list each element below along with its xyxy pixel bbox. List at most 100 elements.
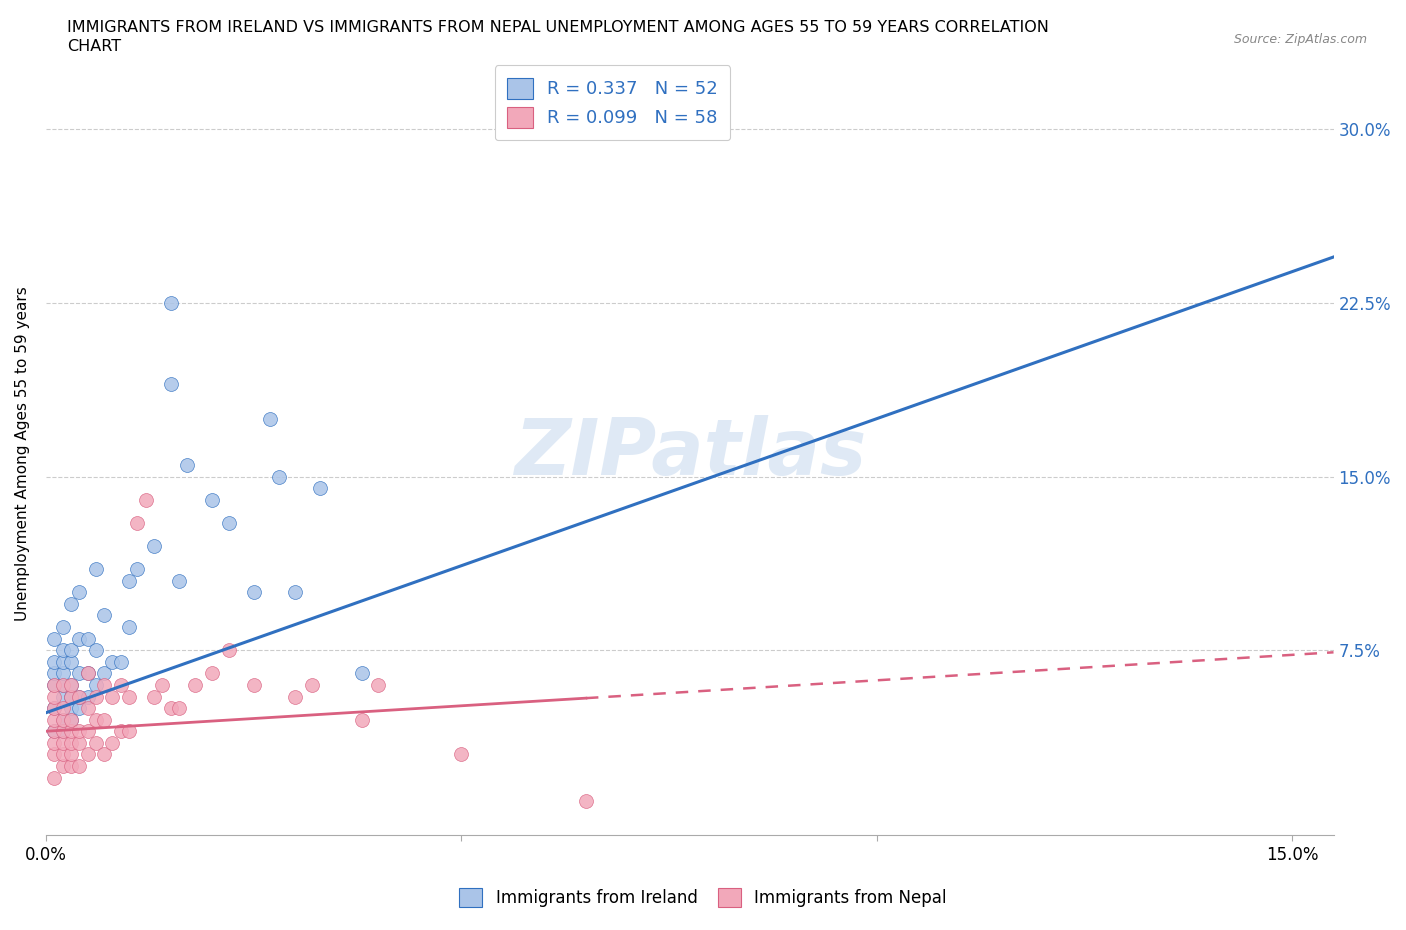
Point: [367, 678, 389, 693]
Point: [59, 747, 82, 762]
Point: [184, 678, 207, 693]
Point: [159, 296, 181, 311]
Point: [44, 724, 66, 738]
Point: [93, 608, 115, 623]
Point: [143, 689, 166, 704]
Point: [150, 678, 173, 693]
Point: [84, 562, 107, 577]
Point: [135, 492, 157, 507]
Point: [59, 655, 82, 670]
Point: [67, 736, 90, 751]
Point: [59, 643, 82, 658]
Point: [201, 666, 224, 681]
Point: [59, 712, 82, 727]
Point: [76, 747, 98, 762]
Point: [44, 655, 66, 670]
Point: [59, 689, 82, 704]
Point: [301, 678, 323, 693]
Point: [159, 700, 181, 715]
Point: [44, 700, 66, 715]
Legend: R = 0.337   N = 52, R = 0.099   N = 58: R = 0.337 N = 52, R = 0.099 N = 58: [495, 65, 730, 140]
Point: [118, 573, 141, 588]
Point: [167, 573, 190, 588]
Point: [167, 700, 190, 715]
Point: [44, 747, 66, 762]
Point: [127, 515, 149, 530]
Point: [76, 631, 98, 646]
Point: [44, 712, 66, 727]
Point: [52, 712, 75, 727]
Point: [575, 793, 598, 808]
Point: [93, 678, 115, 693]
Point: [52, 666, 75, 681]
Point: [59, 700, 82, 715]
Point: [159, 377, 181, 392]
Point: [118, 689, 141, 704]
Y-axis label: Unemployment Among Ages 55 to 59 years: Unemployment Among Ages 55 to 59 years: [15, 286, 30, 621]
Point: [84, 712, 107, 727]
Point: [284, 689, 307, 704]
Point: [52, 712, 75, 727]
Point: [110, 655, 132, 670]
Point: [52, 736, 75, 751]
Point: [93, 747, 115, 762]
Point: [67, 759, 90, 774]
Point: [44, 678, 66, 693]
Point: [52, 724, 75, 738]
Point: [59, 759, 82, 774]
Point: [110, 678, 132, 693]
Point: [309, 481, 332, 496]
Point: [52, 678, 75, 693]
Point: [76, 689, 98, 704]
Point: [44, 724, 66, 738]
Point: [176, 458, 198, 472]
Point: [67, 666, 90, 681]
Legend: Immigrants from Ireland, Immigrants from Nepal: Immigrants from Ireland, Immigrants from…: [449, 878, 957, 917]
Point: [44, 770, 66, 785]
Point: [44, 736, 66, 751]
Point: [67, 689, 90, 704]
Point: [84, 643, 107, 658]
Point: [52, 678, 75, 693]
Point: [101, 689, 124, 704]
Point: [284, 585, 307, 600]
Point: [44, 689, 66, 704]
Point: [52, 724, 75, 738]
Point: [44, 631, 66, 646]
Point: [218, 515, 240, 530]
Point: [110, 724, 132, 738]
Point: [59, 736, 82, 751]
Point: [93, 666, 115, 681]
Point: [84, 736, 107, 751]
Point: [118, 724, 141, 738]
Point: [52, 689, 75, 704]
Point: [84, 678, 107, 693]
Point: [259, 411, 281, 426]
Point: [52, 700, 75, 715]
Point: [67, 700, 90, 715]
Point: [52, 619, 75, 634]
Text: Source: ZipAtlas.com: Source: ZipAtlas.com: [1233, 33, 1367, 46]
Point: [101, 655, 124, 670]
Point: [76, 724, 98, 738]
Point: [127, 562, 149, 577]
Point: [59, 712, 82, 727]
Text: CHART: CHART: [67, 39, 121, 54]
Point: [59, 596, 82, 611]
Point: [59, 724, 82, 738]
Point: [52, 643, 75, 658]
Point: [52, 655, 75, 670]
Point: [67, 689, 90, 704]
Point: [450, 747, 472, 762]
Point: [44, 678, 66, 693]
Text: IMMIGRANTS FROM IRELAND VS IMMIGRANTS FROM NEPAL UNEMPLOYMENT AMONG AGES 55 TO 5: IMMIGRANTS FROM IRELAND VS IMMIGRANTS FR…: [67, 20, 1049, 35]
Point: [52, 747, 75, 762]
Point: [76, 666, 98, 681]
Point: [242, 678, 264, 693]
Point: [44, 700, 66, 715]
Text: ZIPatlas: ZIPatlas: [513, 416, 866, 491]
Point: [118, 619, 141, 634]
Point: [76, 666, 98, 681]
Point: [59, 678, 82, 693]
Point: [218, 643, 240, 658]
